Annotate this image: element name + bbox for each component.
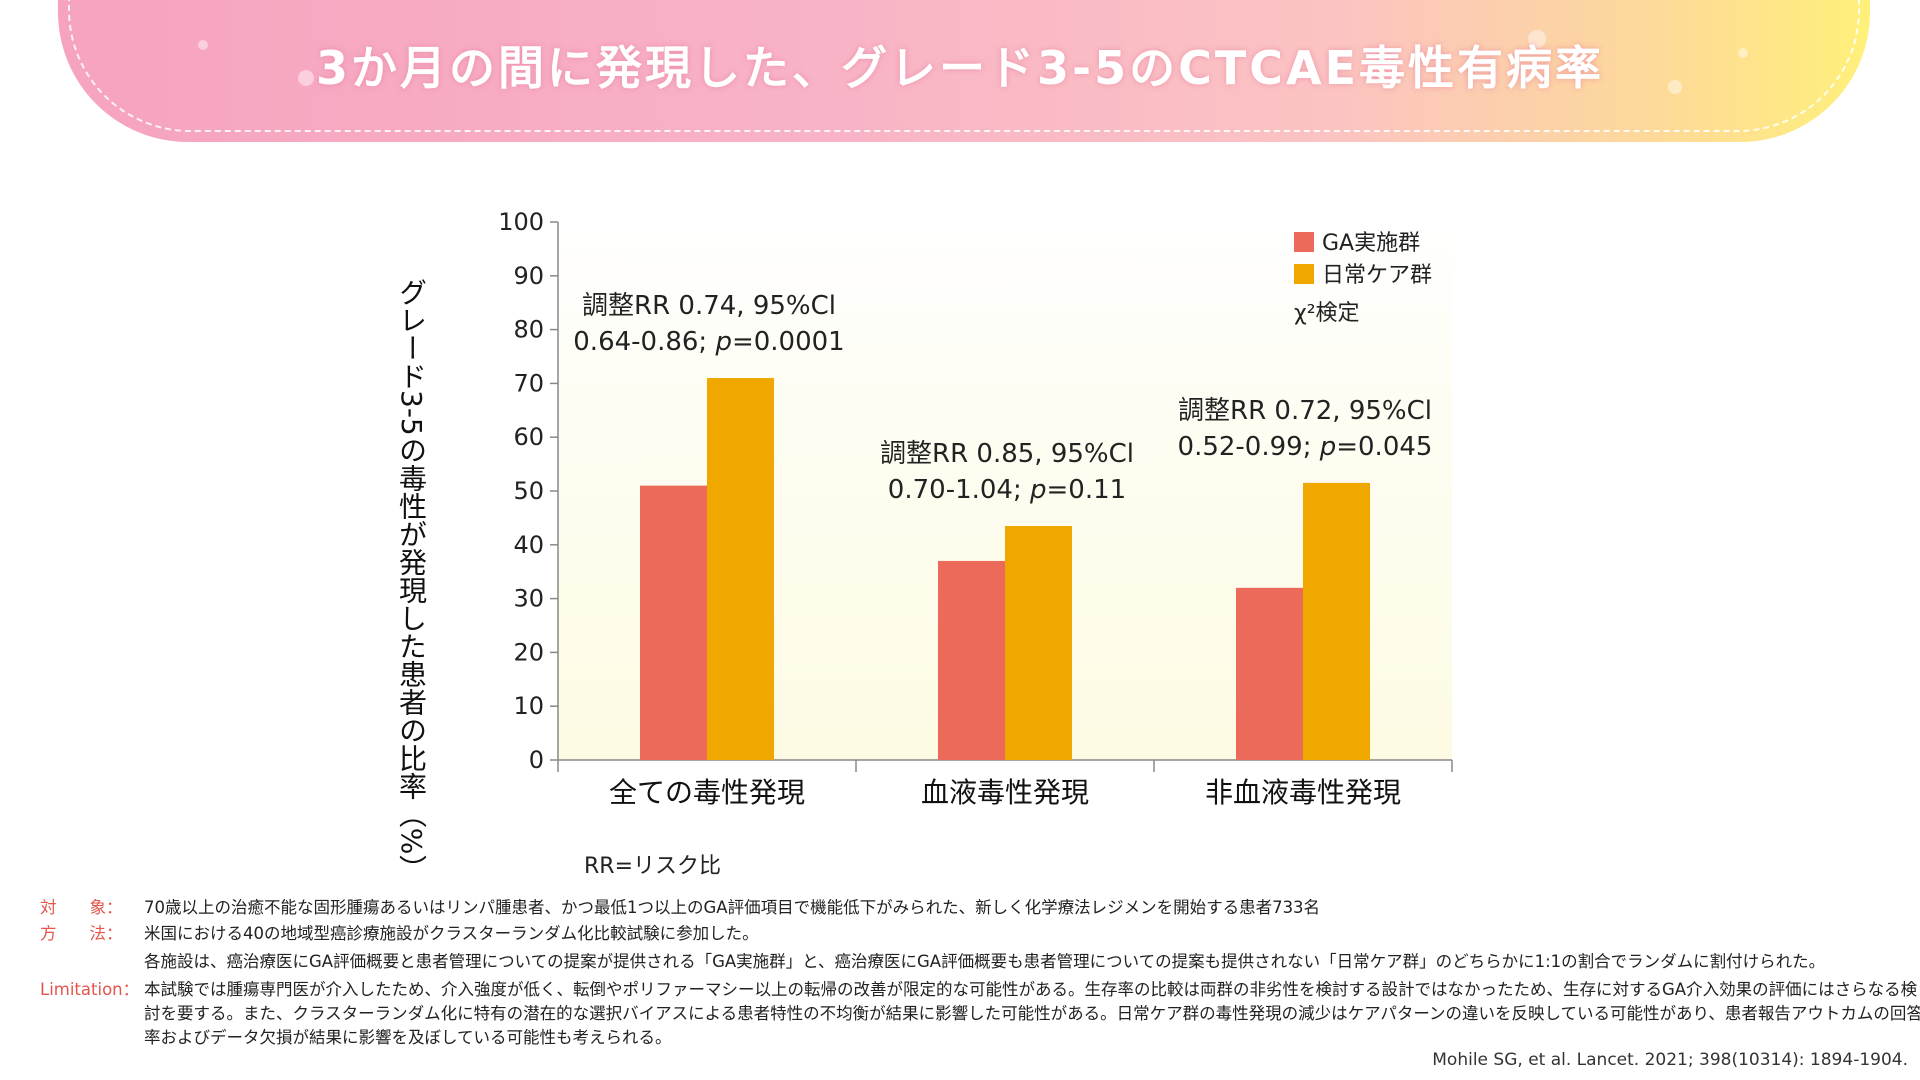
limitation-key: Limitation： [40, 980, 140, 999]
legend-swatch [1294, 232, 1314, 252]
test-note: χ²検定 [1294, 301, 1360, 326]
y-tick-label: 30 [513, 585, 544, 613]
x-category-label: 非血液毒性発現 [1205, 776, 1401, 809]
x-category-label: 血液毒性発現 [921, 776, 1089, 809]
y-tick-label: 10 [513, 692, 544, 720]
legend-label: 日常ケア群 [1322, 263, 1432, 288]
y-tick-label: 50 [513, 477, 544, 505]
bar [1303, 482, 1370, 760]
rr-annotation-line2: 0.64-0.86; p=0.0001 [573, 327, 844, 357]
bar [1236, 587, 1303, 760]
subject-text: 70歳以上の治癒不能な固形腫瘍あるいはリンパ腫患者、かつ最低1つ以上のGA評価項… [144, 898, 1321, 917]
y-tick-label: 60 [513, 423, 544, 451]
rr-annotation-line2: 0.52-0.99; p=0.045 [1178, 432, 1433, 462]
page-title: 3か月の間に発現した、グレード3-5のCTCAE毒性有病率 [315, 41, 1605, 95]
y-tick-label: 70 [513, 369, 544, 397]
bar [1005, 525, 1072, 760]
subject-row: 対 象： 70歳以上の治癒不能な固形腫瘍あるいはリンパ腫患者、かつ最低1つ以上の… [40, 896, 1320, 920]
limitation-text: 本試験では腫瘍専門医が介入したため、介入強度が低く、転倒やポリファーマシー以上の… [144, 980, 1920, 1047]
y-tick-label: 90 [513, 262, 544, 290]
rr-annotation-line2: 0.70-1.04; p=0.11 [888, 475, 1126, 505]
citation: Mohile SG, et al. Lancet. 2021; 398(1031… [1432, 1050, 1908, 1070]
y-tick-label: 100 [498, 208, 544, 236]
limitation-row: Limitation： 本試験では腫瘍専門医が介入したため、介入強度が低く、転倒… [40, 978, 1920, 1047]
method-row: 方 法： 米国における40の地域型癌診療施設がクラスターランダム化比較試験に参加… [40, 922, 759, 946]
bar [938, 560, 1005, 760]
method-text-1: 米国における40の地域型癌診療施設がクラスターランダム化比較試験に参加した。 [144, 924, 759, 943]
x-category-label: 全ての毒性発現 [609, 776, 805, 809]
method-text-2: 各施設は、癌治療医にGA評価概要と患者管理についての提案が提供される「GA実施群… [144, 952, 1826, 971]
y-tick-label: 0 [529, 746, 544, 774]
rr-annotation-line1: 調整RR 0.72, 95%Cl [1178, 396, 1432, 426]
method-row-2: 各施設は、癌治療医にGA評価概要と患者管理についての提案が提供される「GA実施群… [40, 950, 1825, 974]
rr-annotation-line1: 調整RR 0.74, 95%Cl [582, 291, 836, 321]
y-axis-label: グレード3-5の毒性が発現した患者の比率（%） [395, 278, 428, 883]
title-banner [58, 0, 1870, 142]
legend-swatch [1294, 264, 1314, 284]
y-tick-label: 20 [513, 638, 544, 666]
y-tick-label: 80 [513, 316, 544, 344]
bar [707, 378, 774, 760]
rr-annotation-line1: 調整RR 0.85, 95%Cl [880, 439, 1134, 469]
y-tick-label: 40 [513, 531, 544, 559]
bar [640, 485, 707, 760]
subject-key: 対 象： [40, 898, 123, 917]
method-key: 方 法： [40, 924, 123, 943]
rr-footnote: RR=リスク比 [584, 854, 722, 879]
legend-label: GA実施群 [1322, 231, 1420, 256]
